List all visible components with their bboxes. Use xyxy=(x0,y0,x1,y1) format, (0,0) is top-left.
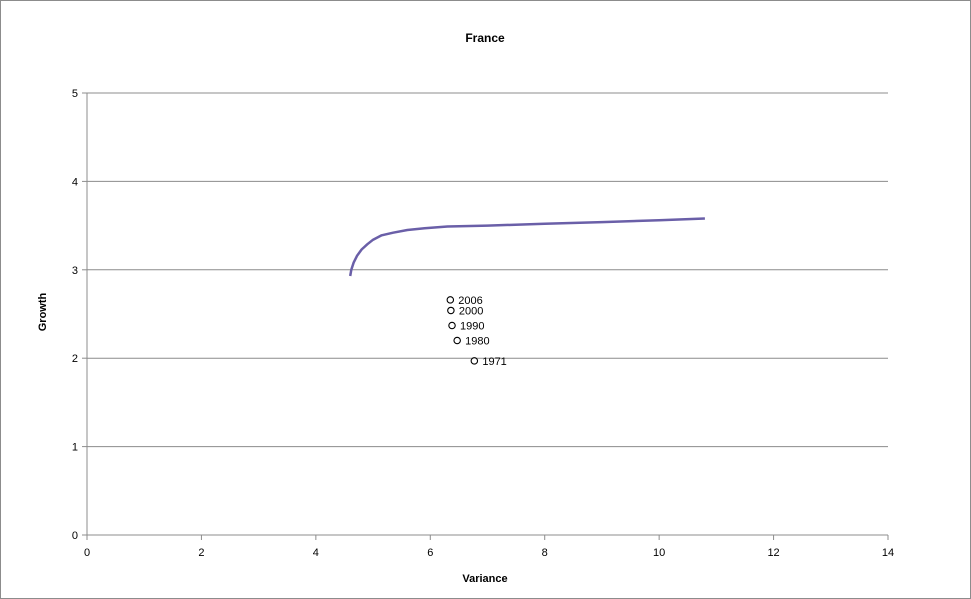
x-tick-label: 4 xyxy=(313,547,319,559)
x-tick-label: 10 xyxy=(653,547,665,559)
x-tick-label: 12 xyxy=(767,547,779,559)
data-point xyxy=(448,321,456,330)
y-tick-label: 3 xyxy=(72,265,78,277)
point-label: 2006 xyxy=(458,295,482,307)
x-tick-label: 8 xyxy=(542,547,548,559)
x-axis-title: Variance xyxy=(462,573,507,585)
y-tick-label: 4 xyxy=(72,176,78,188)
x-tick-label: 0 xyxy=(84,547,90,559)
data-point xyxy=(453,336,461,345)
point-label: 1990 xyxy=(460,320,484,332)
x-tick-label: 2 xyxy=(198,547,204,559)
x-tick-labels: 0 2 4 6 8 10 12 14 xyxy=(84,547,894,559)
y-tick-label: 0 xyxy=(72,530,78,542)
y-axis-title: Growth xyxy=(37,292,49,331)
y-tick-labels: 0 1 2 3 4 5 xyxy=(72,88,78,542)
data-point xyxy=(447,306,455,315)
y-tick-label: 5 xyxy=(72,88,78,100)
point-label: 1980 xyxy=(465,336,489,348)
x-tick-label: 6 xyxy=(427,547,433,559)
frontier-line xyxy=(348,217,705,277)
data-point xyxy=(470,357,479,365)
gridlines xyxy=(87,92,888,448)
point-label: 2000 xyxy=(459,305,483,317)
x-tick-label: 14 xyxy=(882,547,894,559)
axes xyxy=(82,92,889,540)
chart-title: France xyxy=(465,31,505,45)
data-point xyxy=(446,296,455,304)
y-tick-label: 2 xyxy=(72,353,78,365)
point-label: 1971 xyxy=(482,356,506,368)
y-tick-label: 1 xyxy=(72,442,78,454)
